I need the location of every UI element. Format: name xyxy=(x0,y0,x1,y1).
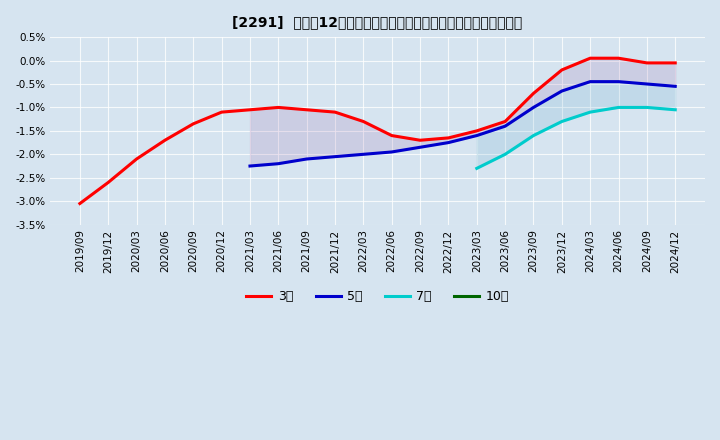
5年 xyxy=(557,88,566,94)
Legend: 3年, 5年, 7年, 10年: 3年, 5年, 7年, 10年 xyxy=(241,286,513,308)
3年 xyxy=(330,110,339,115)
3年 xyxy=(274,105,283,110)
7年 xyxy=(586,110,595,115)
3年 xyxy=(415,138,424,143)
5年 xyxy=(387,149,396,154)
Title: [2291]  売上高12か月移動合計の対前年同期増減率の平均値の推移: [2291] 売上高12か月移動合計の対前年同期増減率の平均値の推移 xyxy=(233,15,523,29)
5年 xyxy=(614,79,623,84)
5年 xyxy=(274,161,283,166)
5年 xyxy=(302,156,311,161)
7年 xyxy=(501,152,510,157)
3年 xyxy=(614,55,623,61)
Line: 7年: 7年 xyxy=(477,107,675,169)
3年 xyxy=(76,201,84,206)
3年 xyxy=(586,55,595,61)
7年 xyxy=(557,119,566,124)
3年 xyxy=(529,91,538,96)
Line: 5年: 5年 xyxy=(250,82,675,166)
3年 xyxy=(302,107,311,112)
3年 xyxy=(161,138,169,143)
3年 xyxy=(359,119,368,124)
3年 xyxy=(104,180,112,185)
5年 xyxy=(444,140,453,145)
5年 xyxy=(671,84,680,89)
5年 xyxy=(642,81,651,87)
5年 xyxy=(472,133,481,138)
5年 xyxy=(501,124,510,129)
3年 xyxy=(557,67,566,73)
3年 xyxy=(246,107,254,112)
7年 xyxy=(671,107,680,112)
Line: 3年: 3年 xyxy=(80,58,675,204)
3年 xyxy=(501,119,510,124)
3年 xyxy=(189,121,197,126)
5年 xyxy=(246,163,254,169)
3年 xyxy=(387,133,396,138)
5年 xyxy=(529,105,538,110)
5年 xyxy=(586,79,595,84)
3年 xyxy=(671,60,680,66)
7年 xyxy=(614,105,623,110)
5年 xyxy=(330,154,339,159)
7年 xyxy=(529,133,538,138)
3年 xyxy=(472,128,481,133)
7年 xyxy=(642,105,651,110)
7年 xyxy=(472,166,481,171)
3年 xyxy=(217,110,226,115)
3年 xyxy=(132,156,141,161)
3年 xyxy=(444,135,453,140)
5年 xyxy=(359,152,368,157)
3年 xyxy=(642,60,651,66)
5年 xyxy=(415,145,424,150)
